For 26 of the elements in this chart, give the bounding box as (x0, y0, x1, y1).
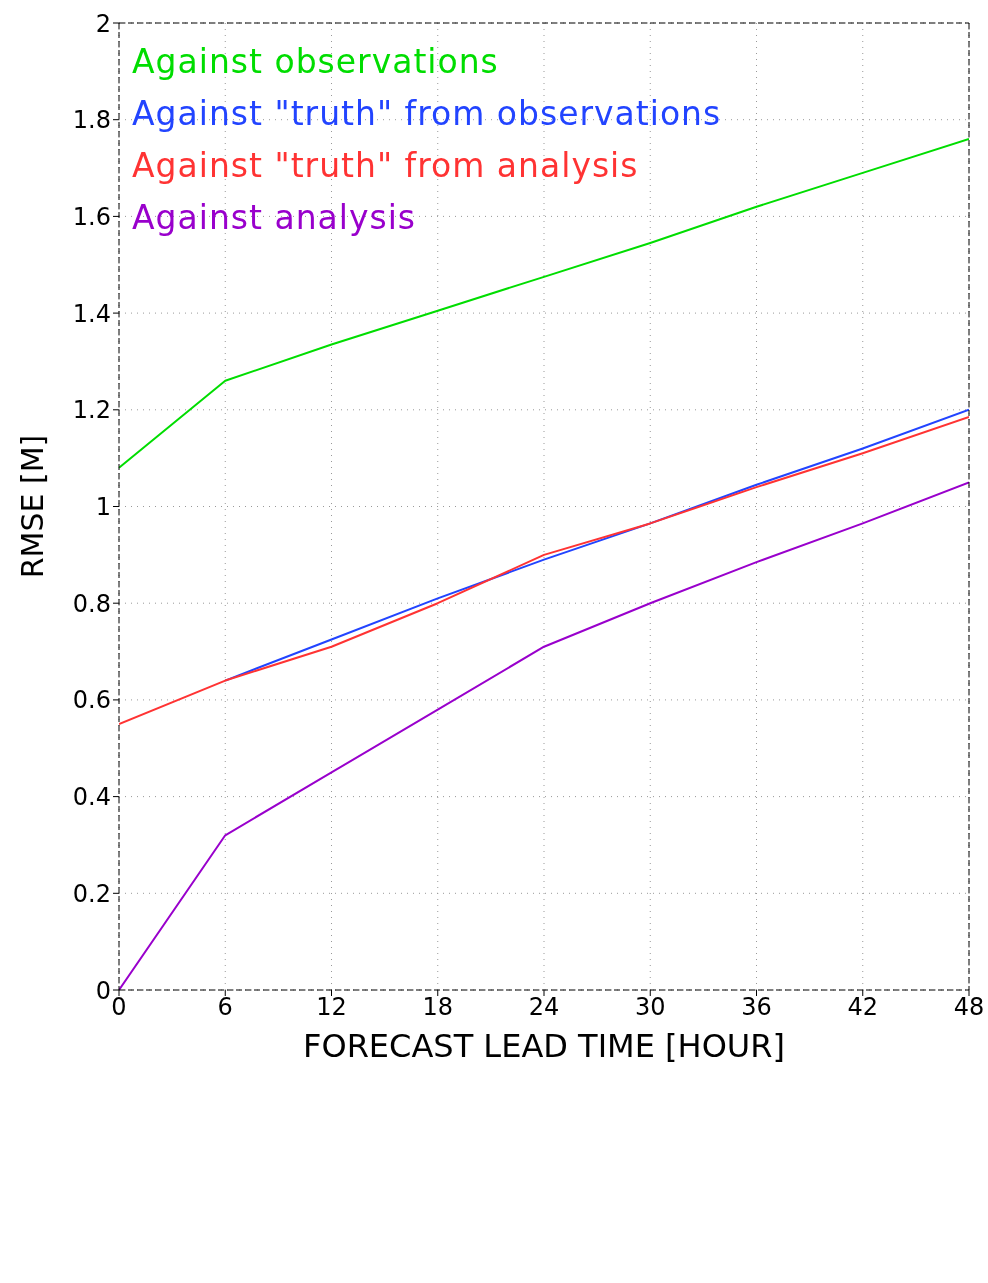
text: Against "truth" from observations (132, 93, 722, 135)
text: Against "truth" from analysis (132, 145, 640, 187)
y-tick-label: 0.2 (72, 879, 111, 908)
text: Against observations (132, 41, 500, 83)
x-tick-label: 42 (847, 993, 879, 1022)
y-tick-label: 0.8 (72, 589, 111, 618)
y-tick-label: 1.8 (72, 106, 111, 135)
y-tick-label: 1 (95, 493, 111, 522)
y-tick-label: 1.6 (72, 202, 111, 231)
x-axis-title: FORECAST LEAD TIME [HOUR] (303, 1027, 785, 1065)
y-tick-label: 1.4 (72, 299, 111, 328)
x-tick-label: 24 (528, 993, 560, 1022)
y-tick-label: 0.4 (72, 783, 111, 812)
x-tick-label: 18 (422, 993, 454, 1022)
x-tick-label: 36 (741, 993, 772, 1022)
y-tick-label: 0.6 (72, 686, 111, 715)
text: Against analysis (132, 197, 418, 239)
line-series (119, 416, 969, 726)
x-tick-label: 48 (953, 993, 985, 1022)
x-tick-label: 30 (634, 993, 666, 1022)
x-tick-label: 12 (316, 993, 347, 1022)
y-tick-label: 2 (95, 9, 111, 38)
line-series (119, 138, 969, 469)
x-tick-label: 6 (217, 993, 233, 1022)
y-axis-title: RMSE [M] (14, 434, 50, 579)
y-tick-label: 1.2 (72, 396, 111, 425)
